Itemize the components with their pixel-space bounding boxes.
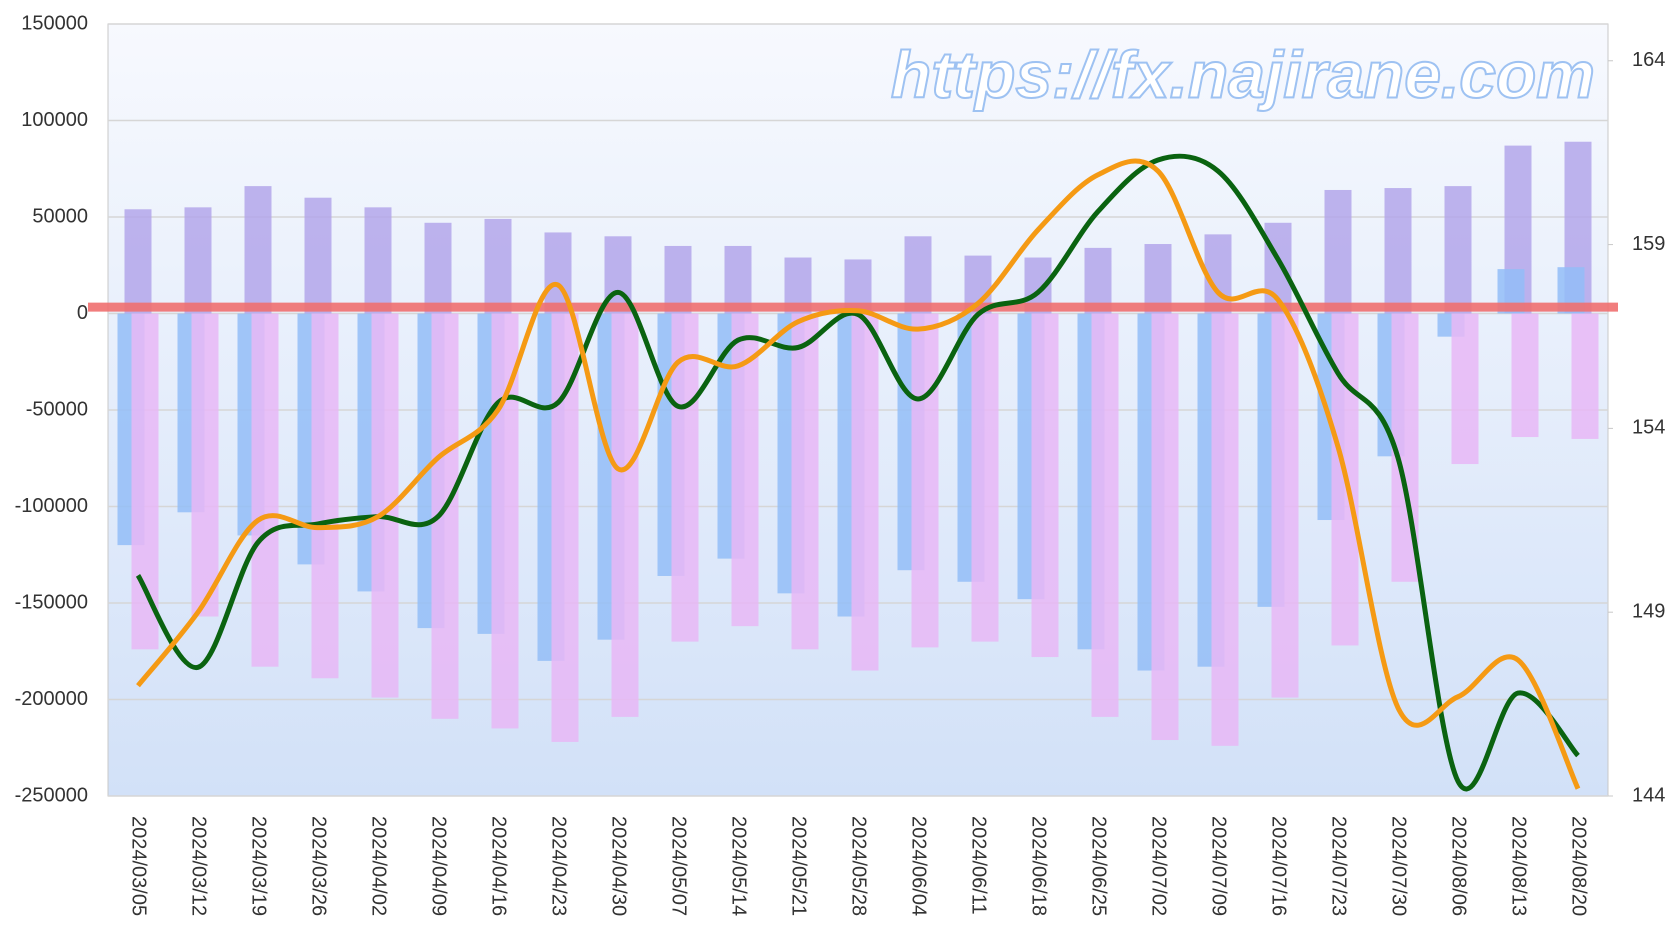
bar xyxy=(304,197,332,314)
bar xyxy=(1144,244,1172,314)
x-tick-label: 2024/07/02 xyxy=(1148,816,1170,916)
x-tick-label: 2024/05/07 xyxy=(668,816,690,916)
bar xyxy=(1511,313,1539,438)
x-tick-label: 2024/05/14 xyxy=(728,816,750,916)
x-tick-label: 2024/07/23 xyxy=(1328,816,1350,916)
x-tick-label: 2024/06/18 xyxy=(1028,816,1050,916)
y-tick-label: -250000 xyxy=(15,784,88,806)
bar xyxy=(611,313,639,717)
x-tick-label: 2024/04/16 xyxy=(488,816,510,916)
watermark: https://fx.najirane.com xyxy=(891,37,1595,111)
x-tick-label: 2024/03/05 xyxy=(128,816,150,916)
bar xyxy=(551,313,579,742)
line xyxy=(136,158,1581,790)
y-tick-label: 150000 xyxy=(21,12,88,34)
y2-tick-label: 149 xyxy=(1632,600,1665,622)
x-tick-label: 2024/03/12 xyxy=(188,816,210,916)
x-tick-label: 2024/05/28 xyxy=(848,816,870,916)
x-tick-label: 2024/06/25 xyxy=(1088,816,1110,916)
bar xyxy=(1384,188,1412,314)
bar xyxy=(851,313,879,671)
bar xyxy=(904,236,932,314)
bar xyxy=(244,186,272,314)
bar xyxy=(1091,313,1119,717)
x-tick-label: 2024/05/21 xyxy=(788,816,810,916)
bar xyxy=(124,209,152,314)
y-tick-label: 50000 xyxy=(32,205,88,227)
line xyxy=(135,153,1580,792)
x-tick-label: 2024/04/23 xyxy=(548,816,570,916)
y2-tick-label: 154 xyxy=(1632,417,1665,439)
x-tick-label: 2024/07/30 xyxy=(1388,816,1410,916)
y2-tick-label: 144 xyxy=(1632,784,1665,806)
x-tick-label: 2024/08/13 xyxy=(1508,816,1530,916)
bar xyxy=(1324,189,1352,314)
bar xyxy=(1571,313,1599,439)
bar xyxy=(1444,186,1472,314)
bar xyxy=(724,245,752,314)
bar xyxy=(311,313,339,679)
bar xyxy=(1211,313,1239,746)
x-tick-label: 2024/06/11 xyxy=(968,816,990,915)
x-tick-label: 2024/04/30 xyxy=(608,816,630,916)
y-tick-label: -200000 xyxy=(15,688,88,710)
bar xyxy=(1271,313,1299,698)
bar xyxy=(1031,313,1059,658)
y-tick-label: -100000 xyxy=(15,495,88,517)
x-tick-label: 2024/03/19 xyxy=(248,816,270,916)
bar xyxy=(1084,247,1112,314)
x-tick-label: 2024/04/02 xyxy=(368,816,390,916)
x-tick-label: 2024/08/20 xyxy=(1568,816,1590,916)
bar xyxy=(424,222,452,314)
bar xyxy=(131,313,159,650)
bar xyxy=(191,313,219,617)
x-tick-label: 2024/07/09 xyxy=(1208,816,1230,916)
bar xyxy=(791,313,819,650)
bar xyxy=(184,207,212,314)
bar xyxy=(364,207,392,314)
bar xyxy=(1151,313,1179,741)
y2-tick-label: 164 xyxy=(1632,49,1665,71)
x-tick-label: 2024/06/04 xyxy=(908,816,930,916)
bar xyxy=(664,245,692,314)
bar xyxy=(251,313,279,667)
x-tick-label: 2024/07/16 xyxy=(1268,816,1290,916)
x-tick-label: 2024/04/09 xyxy=(428,816,450,916)
x-tick-label: 2024/08/06 xyxy=(1448,816,1470,916)
bar xyxy=(911,313,939,648)
bar xyxy=(491,313,519,729)
y-tick-label: -150000 xyxy=(15,591,88,613)
y-tick-label: 100000 xyxy=(21,109,88,131)
y2-tick-label: 159 xyxy=(1632,233,1665,255)
y-tick-label: -50000 xyxy=(26,398,88,420)
y-tick-label: 0 xyxy=(77,302,88,324)
bar xyxy=(484,218,512,314)
x-tick-label: 2024/03/26 xyxy=(308,816,330,916)
bar xyxy=(971,313,999,642)
bar xyxy=(1451,313,1479,465)
